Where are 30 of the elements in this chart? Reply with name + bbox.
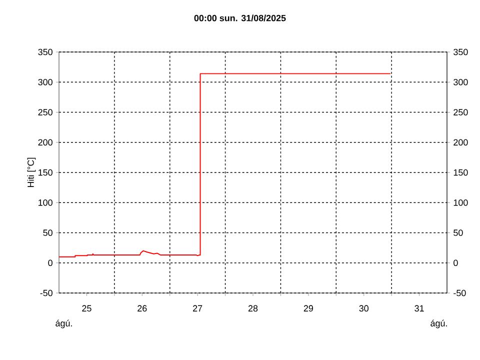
y2-tick-label: 50 [454, 230, 463, 236]
y2-tick-label: 200 [454, 139, 468, 146]
x-tick-label: 27 [193, 305, 202, 312]
chart-title: 00:00 sun. 31/08/2025 [194, 14, 286, 22]
x-tick-label: 31 [414, 305, 424, 312]
y-axis-title: Hiti [°C] [27, 158, 36, 188]
y2-tick-label: 0 [454, 260, 458, 266]
y-tick-label: 50 [43, 230, 52, 236]
x-tick-label: 26 [138, 305, 147, 312]
x-tick-label: 30 [359, 305, 368, 312]
y2-tick-label: 100 [454, 199, 468, 206]
y2-tick-label: -50 [454, 290, 466, 296]
y2-tick-label: 150 [454, 169, 468, 176]
y-tick-label: -50 [40, 290, 52, 296]
x-tick-label: 29 [304, 305, 313, 312]
line-series [59, 73, 391, 258]
x-tick-label: 28 [248, 305, 258, 312]
y2-tick-label: 250 [454, 109, 468, 116]
x-tick-label: 25 [82, 305, 92, 312]
y-tick-label: 350 [38, 48, 52, 56]
y-tick-label: 250 [38, 109, 52, 116]
y-tick-label: 200 [38, 139, 52, 146]
y2-tick-label: 300 [454, 78, 468, 86]
text: ágú. [56, 320, 72, 328]
text: ágú. [430, 320, 447, 328]
y-tick-label: 0 [48, 260, 52, 266]
y-tick-label: 300 [38, 78, 52, 86]
y-tick-label: 100 [38, 199, 52, 206]
y-tick-label: 150 [38, 169, 52, 176]
y2-tick-label: 350 [454, 48, 468, 56]
